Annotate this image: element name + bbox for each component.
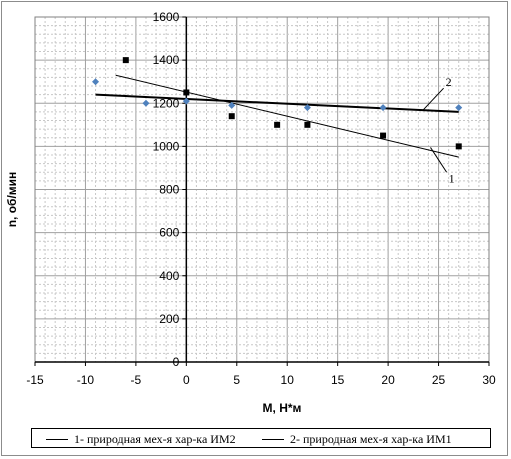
x-tick-label: 25 — [432, 373, 446, 387]
x-tick-label: -5 — [131, 373, 142, 387]
y-tick-label: 400 — [159, 269, 179, 283]
data-point-square — [274, 121, 281, 128]
y-tick-label: 600 — [159, 226, 179, 240]
legend-label-2: 2- природная мех-я хар-ка ИМ1 — [290, 432, 452, 446]
axes — [34, 16, 490, 366]
y-tick-label: 1200 — [153, 96, 180, 110]
x-tick-label: -15 — [26, 373, 44, 387]
x-tick-label: 0 — [183, 373, 190, 387]
x-tick-label: -10 — [77, 373, 95, 387]
x-tick-label: 5 — [233, 373, 240, 387]
y-tick-label: 200 — [159, 312, 179, 326]
data-point-square — [228, 113, 235, 120]
x-axis-label: M, Н*м — [263, 401, 302, 415]
grid — [34, 16, 490, 363]
x-tick-label: 15 — [331, 373, 345, 387]
legend-item-1: 1- природная мех-я хар-ка ИМ2 — [46, 432, 236, 447]
y-tick-label: 1400 — [153, 53, 180, 67]
annotation-leader-2 — [423, 87, 444, 111]
data-point-square — [380, 132, 387, 139]
data-point-square — [304, 121, 311, 128]
x-tick-label: 20 — [381, 373, 395, 387]
y-axis-label: n, об/мин — [5, 172, 19, 228]
data-point-diamond — [228, 101, 236, 109]
trendline-1 — [115, 74, 459, 158]
legend: 1- природная мех-я хар-ка ИМ2 2- природн… — [31, 428, 491, 448]
y-tick-label: 1600 — [153, 10, 180, 24]
data-point-diamond — [92, 78, 100, 86]
data-point-square — [183, 89, 190, 96]
data-point-square — [455, 143, 462, 150]
y-tick-label: 1000 — [153, 139, 180, 153]
data-point-square — [122, 57, 129, 64]
data-point-diamond — [182, 97, 190, 105]
legend-label-1: 1- природная мех-я хар-ка ИМ2 — [74, 432, 236, 446]
y-tick-label: 0 — [173, 355, 180, 369]
y-tick-label: 800 — [159, 183, 179, 197]
data-point-diamond — [455, 104, 463, 112]
legend-item-2: 2- природная мех-я хар-ка ИМ1 — [262, 432, 452, 447]
data-point-diamond — [303, 104, 311, 112]
annotation-leader-1 — [430, 147, 448, 173]
tick-labels: -15 -10 -5 0 5 10 15 20 25 30 0 200 400 600 800 1000 120… — [26, 10, 496, 387]
data-points — [92, 57, 463, 150]
legend-line-icon — [262, 439, 284, 440]
legend-line-icon — [46, 439, 68, 440]
data-point-diamond — [379, 104, 387, 112]
trendline-2 — [95, 93, 459, 113]
trendlines: 12 — [95, 74, 459, 185]
data-point-diamond — [142, 99, 150, 107]
x-tick-label: 30 — [482, 373, 496, 387]
annotation-label-2: 2 — [446, 75, 452, 89]
x-tick-label: 10 — [281, 373, 295, 387]
annotation-label-1: 1 — [449, 171, 455, 185]
